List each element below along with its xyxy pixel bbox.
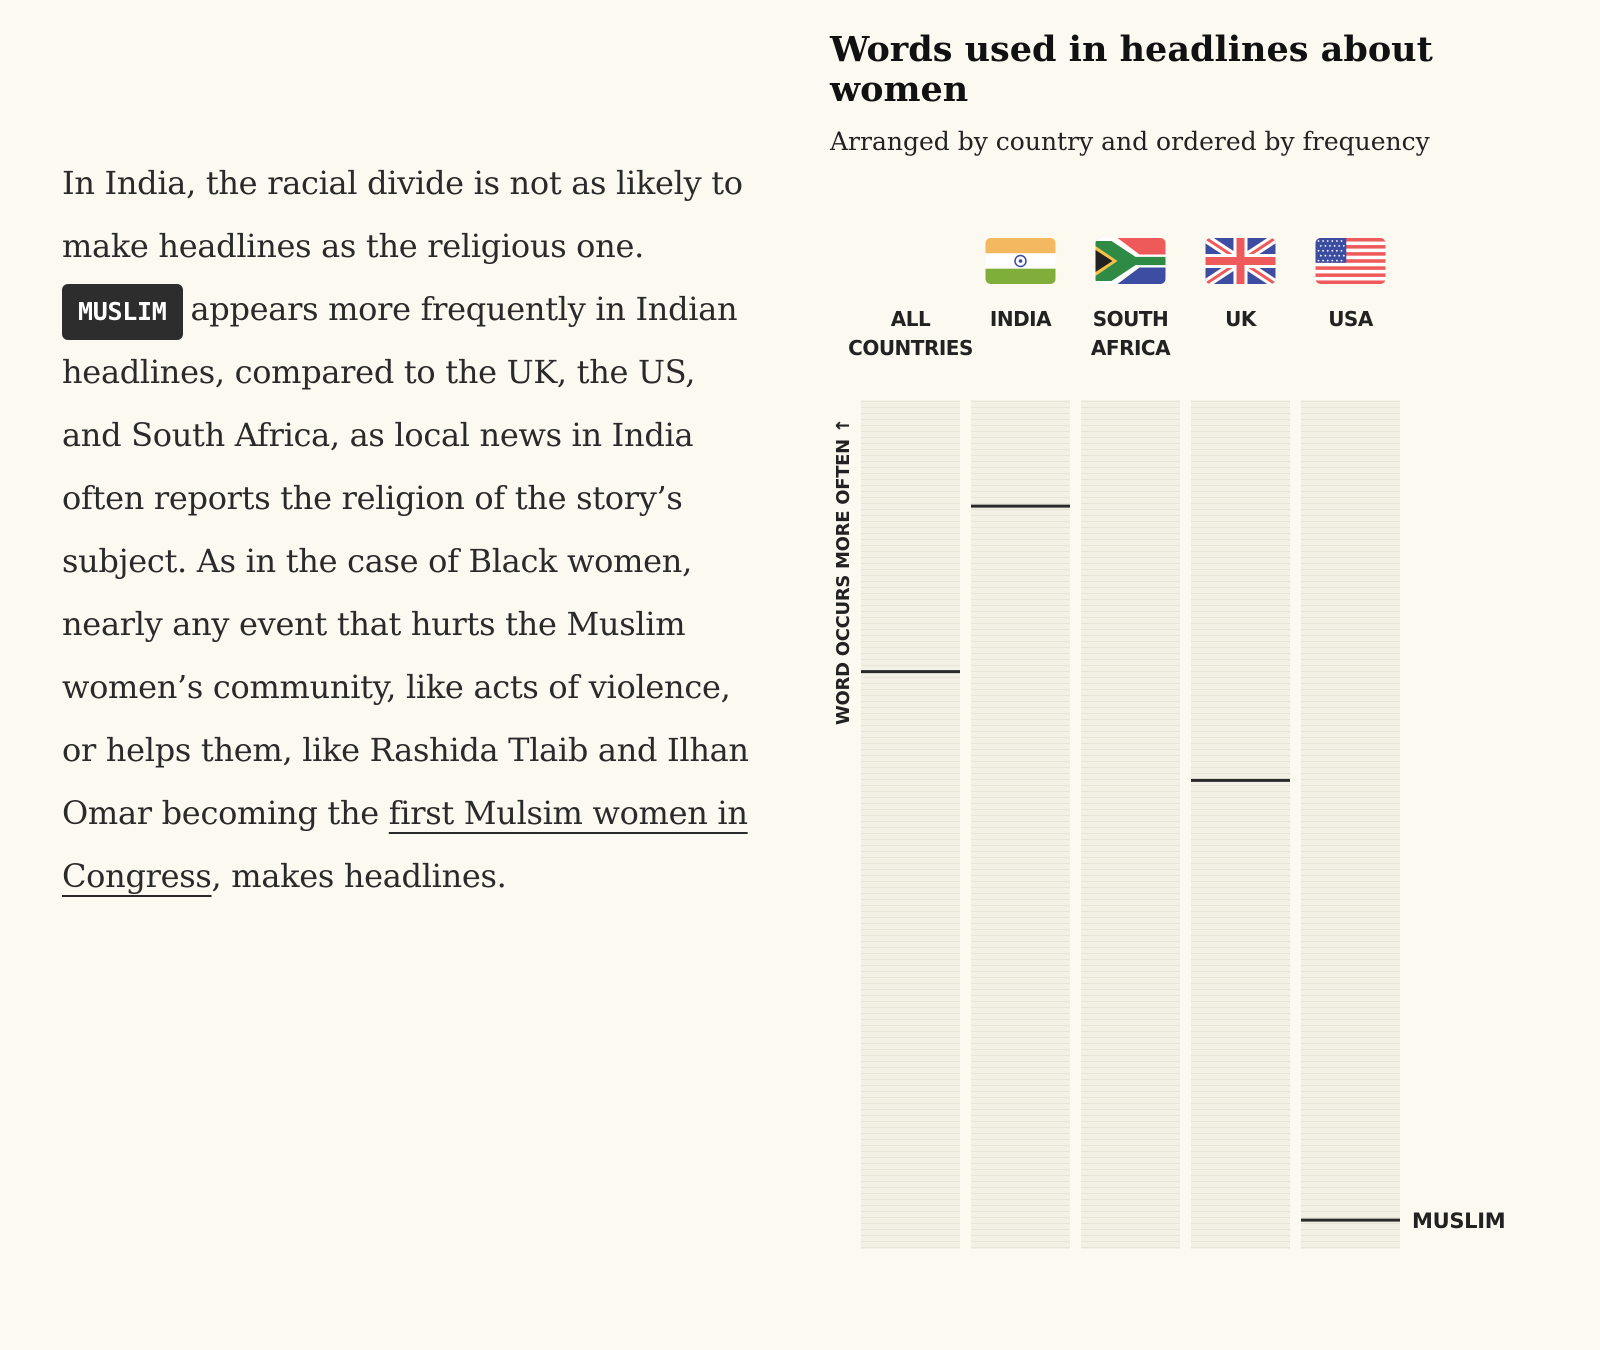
y-axis-label: WORD OCCURS MORE OFTEN ↑ xyxy=(833,418,854,725)
uk-flag-icon xyxy=(1205,238,1276,284)
article-text-end: , makes headlines. xyxy=(211,857,507,895)
article-text-body: appears more frequently in Indian headli… xyxy=(62,290,749,832)
column-label: COUNTRIES xyxy=(848,336,973,360)
article-paragraph: In India, the racial divide is not as li… xyxy=(62,152,762,908)
column-strip xyxy=(1301,400,1400,1249)
column-strip xyxy=(861,400,960,1249)
word-label: MUSLIM xyxy=(1412,1209,1505,1233)
muslim-tag[interactable]: MUSLIM xyxy=(62,283,183,340)
column-strip xyxy=(1191,400,1290,1249)
column-label: INDIA xyxy=(990,307,1052,331)
south-africa-flag-icon xyxy=(1095,238,1166,284)
column-label: AFRICA xyxy=(1091,336,1171,360)
chart-title: Words used in headlines about women xyxy=(830,29,1433,110)
column-strip xyxy=(1081,400,1180,1249)
chart-subtitle: Arranged by country and ordered by frequ… xyxy=(830,127,1430,156)
usa-flag-icon xyxy=(1315,238,1386,284)
column-strip xyxy=(971,400,1070,1249)
column-label: SOUTH xyxy=(1093,307,1169,331)
column-label: UK xyxy=(1225,307,1258,331)
congress-link[interactable]: first Mulsim women in Congress xyxy=(62,794,748,895)
article-text-intro: In India, the racial divide is not as li… xyxy=(62,164,743,265)
india-flag-icon xyxy=(985,238,1056,284)
column-label: USA xyxy=(1328,307,1374,331)
column-label: ALL xyxy=(891,307,931,331)
